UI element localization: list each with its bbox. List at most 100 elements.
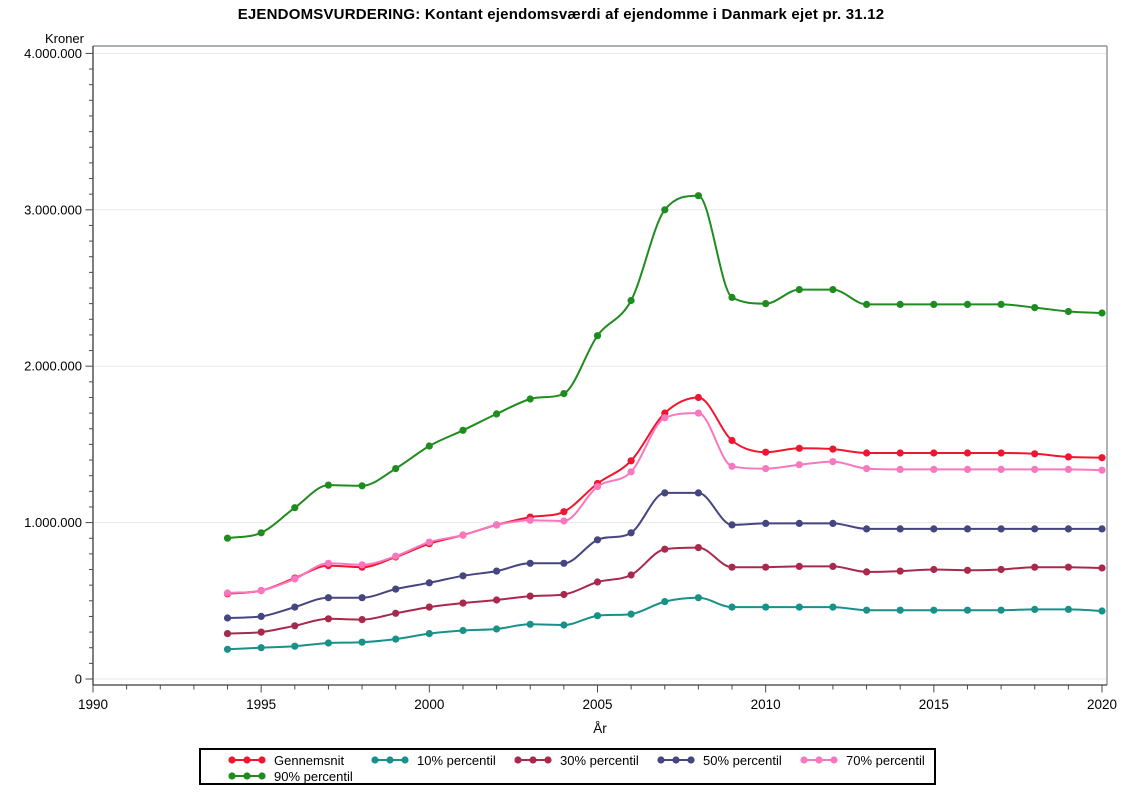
data-point (627, 457, 635, 465)
data-point (694, 393, 703, 402)
data-point (223, 630, 232, 638)
y-axis-tick-label: 0 (75, 672, 82, 687)
data-point (762, 519, 770, 528)
data-point (829, 519, 837, 528)
data-point (627, 296, 635, 305)
data-point (627, 468, 635, 476)
data-point (493, 625, 501, 633)
data-point (493, 410, 501, 418)
data-point (1098, 466, 1106, 474)
data-point (324, 639, 332, 647)
data-point (358, 616, 366, 624)
data-point (863, 300, 871, 308)
data-point (526, 395, 534, 403)
data-point (762, 603, 770, 611)
data-point (358, 594, 366, 602)
data-point (560, 390, 568, 398)
data-point (1064, 563, 1072, 571)
legend-item-50-percentil: 50% percentil (657, 753, 800, 768)
data-point (1098, 454, 1106, 462)
legend-item-30-percentil: 30% percentil (514, 753, 657, 768)
legend-line-marker-icon (514, 756, 552, 764)
data-point (863, 525, 871, 533)
data-point (896, 525, 904, 533)
data-point (526, 559, 534, 567)
data-point (459, 572, 467, 580)
series-markers-30-percentil (223, 544, 1106, 638)
data-point (291, 575, 299, 583)
data-point (661, 489, 669, 497)
data-point (1098, 309, 1106, 317)
data-point (223, 534, 232, 542)
data-point (1031, 304, 1039, 312)
data-point (1064, 605, 1072, 614)
legend-item-label: 70% percentil (846, 752, 925, 768)
data-point (930, 565, 938, 574)
legend: Gennemsnit 10% percentil 30% percentil 50% … (199, 748, 936, 785)
data-point (728, 603, 736, 611)
data-point (1064, 525, 1072, 533)
data-point (829, 562, 837, 571)
data-point (257, 587, 265, 595)
data-point (896, 300, 904, 308)
data-point (425, 579, 433, 587)
data-point (795, 286, 803, 294)
data-point (526, 592, 534, 600)
data-point (997, 565, 1005, 574)
legend-item-70-percentil: 70% percentil (800, 753, 943, 768)
data-point (795, 603, 803, 611)
data-point (963, 449, 972, 457)
data-point (392, 552, 400, 560)
y-axis-tick-label: 2.000.000 (24, 359, 82, 374)
data-point (1098, 607, 1106, 615)
data-point (896, 449, 904, 457)
data-point (1031, 605, 1039, 614)
data-point (762, 448, 770, 456)
data-point (459, 531, 467, 539)
data-point (526, 516, 534, 524)
data-point (829, 445, 837, 453)
data-point (829, 603, 837, 611)
data-point (257, 628, 265, 636)
data-point (392, 635, 400, 643)
data-point (223, 614, 232, 622)
y-axis-unit-label: Kroner (44, 31, 84, 46)
data-point (459, 626, 467, 635)
data-point (930, 465, 938, 473)
data-point (493, 567, 501, 575)
data-point (997, 606, 1005, 614)
data-point (593, 483, 602, 491)
legend-line-marker-icon (371, 756, 409, 764)
data-point (358, 561, 366, 569)
data-point (829, 458, 837, 466)
legend-item-label: 50% percentil (703, 752, 782, 768)
data-point (896, 606, 904, 614)
data-point (694, 409, 703, 417)
data-point (627, 529, 635, 537)
data-point (526, 620, 534, 628)
series-line-70-percentil (227, 412, 1103, 594)
data-point (728, 436, 736, 445)
series-markers-50-percentil (223, 489, 1106, 622)
chart-title: EJENDOMSVURDERING: Kontant ejendomsværdi… (237, 6, 885, 23)
data-point (694, 489, 703, 497)
data-point (324, 594, 332, 602)
data-point (863, 606, 871, 614)
data-point (795, 461, 803, 469)
data-point (425, 603, 433, 611)
data-point (694, 192, 703, 200)
data-point (694, 544, 703, 552)
data-point (223, 589, 232, 597)
legend-line-marker-icon (228, 756, 266, 764)
data-point (963, 566, 972, 574)
data-point (425, 442, 433, 450)
data-point (930, 449, 938, 457)
x-axis-tick-label: 2000 (414, 697, 444, 712)
data-point (963, 525, 972, 533)
x-axis-label: År (593, 721, 607, 736)
data-point (829, 286, 837, 294)
data-point (1064, 453, 1072, 461)
data-point (997, 525, 1005, 533)
data-point (560, 590, 568, 599)
